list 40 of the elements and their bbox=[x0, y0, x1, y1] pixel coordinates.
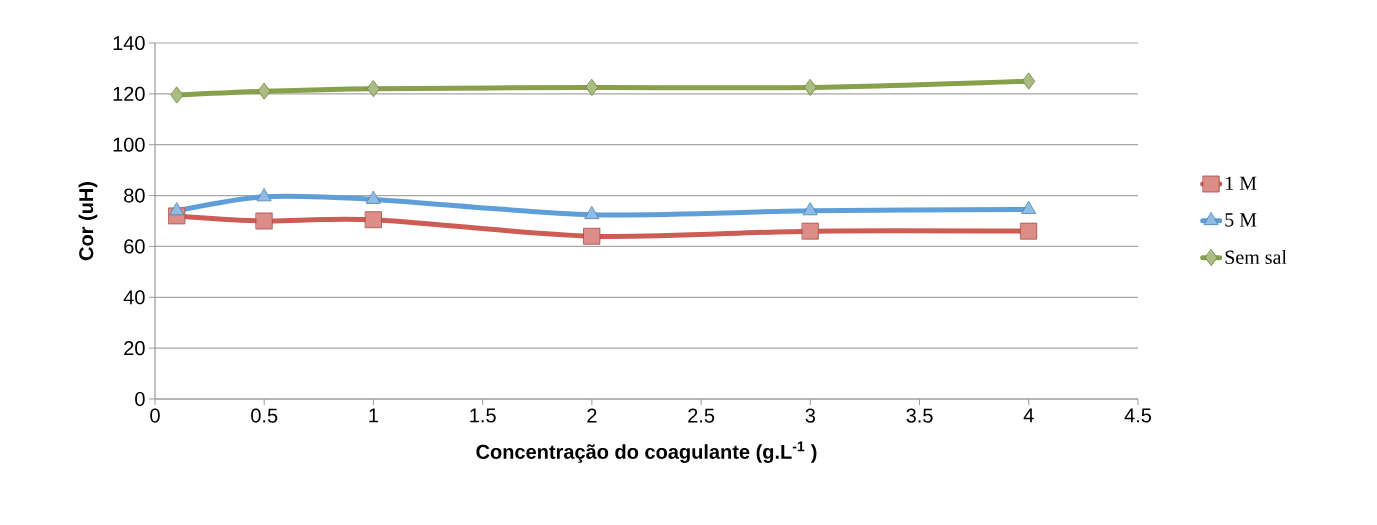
x-tick-label: 4 bbox=[1023, 408, 1034, 423]
point bbox=[257, 82, 271, 100]
point bbox=[583, 227, 601, 245]
y-tick-label: 140 bbox=[113, 35, 145, 51]
x-tick-label: 2 bbox=[587, 408, 597, 423]
x-tick-label: 1 bbox=[369, 408, 379, 423]
y-tick-label: 20 bbox=[124, 341, 145, 356]
point bbox=[801, 222, 819, 240]
point bbox=[803, 79, 817, 96]
x-tick-label: 3 bbox=[805, 408, 816, 423]
y-tick-label: 100 bbox=[113, 137, 145, 152]
x-tick-label: 3.5 bbox=[906, 408, 933, 423]
point bbox=[1021, 201, 1037, 214]
legend-label: Sem sal bbox=[1225, 249, 1287, 265]
legend-label: 1 M bbox=[1226, 176, 1257, 190]
point bbox=[367, 80, 380, 98]
x-tick-label: 2.5 bbox=[688, 408, 715, 423]
x-tick-label: 0 bbox=[150, 408, 160, 423]
point bbox=[584, 206, 600, 220]
point bbox=[366, 190, 381, 204]
point bbox=[256, 188, 272, 202]
point bbox=[169, 202, 185, 216]
y-tick-label: 60 bbox=[124, 239, 145, 254]
point bbox=[1020, 222, 1038, 240]
y-tick-label: 80 bbox=[124, 188, 145, 203]
y-axis-title: Cor (uH) bbox=[78, 182, 98, 261]
point bbox=[585, 79, 599, 96]
point bbox=[803, 202, 818, 216]
point bbox=[1022, 72, 1036, 90]
x-tick-label: 4.5 bbox=[1124, 408, 1152, 423]
point bbox=[365, 211, 382, 229]
y-tick-label: 0 bbox=[135, 391, 145, 407]
y-tick-label: 120 bbox=[113, 86, 145, 101]
x-axis-title: Concentração do coagulante (g.L$^{-1}$ ) bbox=[476, 441, 817, 463]
point bbox=[170, 86, 184, 104]
x-tick-label: 0.5 bbox=[251, 408, 278, 423]
x-tick-label: 1.5 bbox=[470, 408, 496, 423]
y-tick-label: 40 bbox=[123, 290, 145, 305]
legend-label: 5 M bbox=[1225, 213, 1257, 227]
point bbox=[255, 212, 273, 230]
